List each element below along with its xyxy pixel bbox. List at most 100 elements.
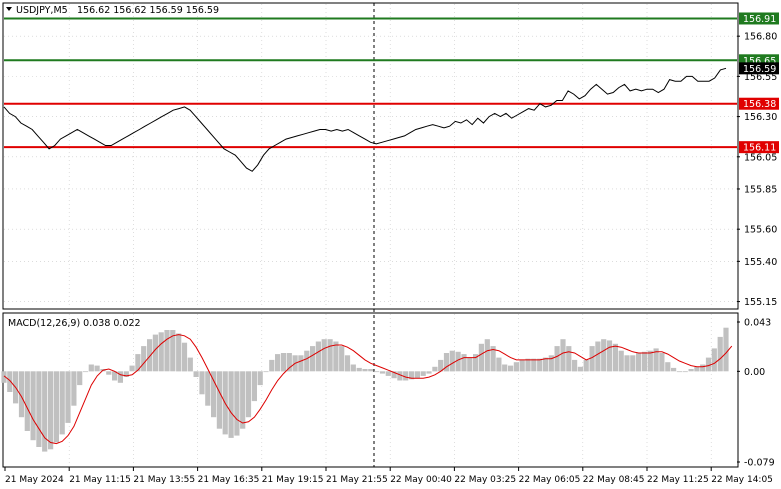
time-axis: 21 May 2024 21 May 11:15 21 May 13:55 21 Ma… bbox=[4, 467, 773, 485]
macd-bar bbox=[65, 371, 71, 423]
macd-bar bbox=[566, 346, 572, 372]
macd-bar bbox=[263, 371, 269, 373]
macd-bar bbox=[368, 369, 374, 372]
macd-bar bbox=[344, 355, 351, 372]
macd-bar bbox=[42, 371, 48, 452]
macd-bar bbox=[723, 327, 729, 372]
macd-bar bbox=[129, 365, 135, 372]
price-tick-label: 155.40 bbox=[744, 257, 777, 268]
macd-bar bbox=[711, 348, 717, 372]
time-label: 21 May 19:15 bbox=[262, 475, 324, 485]
macd-bar bbox=[700, 364, 706, 372]
price-tick-label: 155.85 bbox=[744, 184, 777, 195]
macd-bar bbox=[187, 357, 193, 372]
macd-bar bbox=[275, 354, 281, 372]
macd-panel-frame bbox=[2, 312, 739, 468]
macd-bar bbox=[321, 339, 327, 372]
time-label: 22 May 11:25 bbox=[647, 475, 709, 485]
time-label: 21 May 11:15 bbox=[69, 475, 131, 485]
macd-bar bbox=[211, 371, 217, 418]
macd-bar bbox=[298, 355, 304, 372]
macd-bar bbox=[310, 346, 316, 372]
macd-bar bbox=[583, 359, 589, 372]
macd-bar bbox=[164, 330, 170, 372]
macd-bar bbox=[676, 371, 682, 373]
macd-bar bbox=[240, 371, 246, 429]
macd-bar bbox=[30, 371, 36, 441]
time-label: 21 May 2024 bbox=[5, 475, 64, 485]
ohlc-label: 156.62 156.62 156.59 156.59 bbox=[77, 5, 219, 16]
signal-line bbox=[3, 334, 733, 445]
macd-bar bbox=[391, 371, 397, 379]
price-series: 156.59 bbox=[3, 62, 779, 172]
macd-bar bbox=[356, 367, 362, 372]
macd-bar bbox=[560, 339, 566, 372]
macd-bar bbox=[513, 362, 519, 372]
macd-bar bbox=[152, 334, 158, 372]
macd-bar bbox=[286, 353, 292, 372]
time-label: 21 May 13:55 bbox=[133, 475, 195, 485]
macd-bar bbox=[216, 371, 222, 429]
time-label: 21 May 16:35 bbox=[198, 475, 260, 485]
macd-bar bbox=[141, 346, 147, 372]
macd-bar bbox=[170, 330, 176, 372]
macd-bar bbox=[414, 371, 420, 379]
macd-bar bbox=[147, 339, 153, 372]
macd-bar bbox=[449, 350, 455, 372]
time-label: 22 May 08:45 bbox=[583, 475, 645, 485]
level-label: 156.11 bbox=[743, 143, 776, 154]
level-label: 156.38 bbox=[743, 99, 776, 110]
level-label: 156.91 bbox=[743, 14, 776, 25]
time-label: 22 May 06:05 bbox=[519, 475, 581, 485]
macd-bar bbox=[18, 371, 25, 418]
macd-bar bbox=[251, 371, 257, 402]
macd-bar bbox=[461, 354, 467, 372]
macd-label: MACD(12,26,9) 0.038 0.022 bbox=[8, 318, 141, 329]
price-tick-label: 156.30 bbox=[744, 112, 777, 123]
macd-bar bbox=[665, 362, 671, 372]
macd-bar bbox=[420, 371, 426, 376]
macd-bar bbox=[379, 371, 386, 374]
macd-bar bbox=[624, 355, 630, 372]
macd-bar bbox=[542, 357, 549, 372]
price-axis: 156.80 156.55 156.30 156.05 155.85 155.60 155.… bbox=[737, 32, 777, 308]
dropdown-triangle-icon[interactable] bbox=[6, 7, 12, 11]
macd-bar bbox=[641, 351, 648, 372]
macd-bar bbox=[106, 371, 112, 375]
macd-bar bbox=[577, 366, 583, 372]
macd-bar bbox=[333, 341, 339, 372]
current-price-label: 156.59 bbox=[743, 64, 776, 75]
macd-bar bbox=[519, 359, 525, 372]
macd-bar bbox=[24, 371, 30, 431]
macd-bar bbox=[71, 371, 77, 406]
macd-bar bbox=[455, 351, 461, 372]
macd-bar bbox=[59, 371, 65, 435]
macd-bar bbox=[53, 371, 59, 443]
macd-histogram bbox=[1, 327, 729, 452]
macd-bar bbox=[304, 350, 310, 372]
macd-bar bbox=[117, 371, 123, 383]
macd-bar bbox=[589, 346, 595, 372]
macd-bar bbox=[77, 371, 83, 386]
macd-bar bbox=[205, 371, 211, 406]
macd-bar bbox=[269, 359, 275, 372]
macd-bar bbox=[176, 333, 182, 372]
macd-tick-label: 0.043 bbox=[744, 318, 771, 329]
macd-bar bbox=[193, 371, 199, 377]
macd-bar bbox=[158, 332, 164, 372]
macd-bar bbox=[659, 353, 665, 372]
macd-bar bbox=[257, 371, 263, 386]
macd-bar bbox=[123, 371, 129, 377]
level-tag bbox=[739, 141, 779, 154]
time-label: 22 May 14:05 bbox=[711, 475, 773, 485]
macd-bar bbox=[339, 346, 345, 372]
macd-bar bbox=[478, 343, 484, 372]
macd-bar bbox=[717, 336, 723, 372]
macd-bar bbox=[397, 371, 403, 381]
price-tick-label: 155.60 bbox=[744, 225, 777, 236]
macd-axis: 0.043 0.00 -0.079 bbox=[737, 318, 775, 469]
macd-bar bbox=[490, 346, 496, 372]
macd-bar bbox=[1, 371, 7, 383]
macd-bar bbox=[647, 350, 653, 372]
